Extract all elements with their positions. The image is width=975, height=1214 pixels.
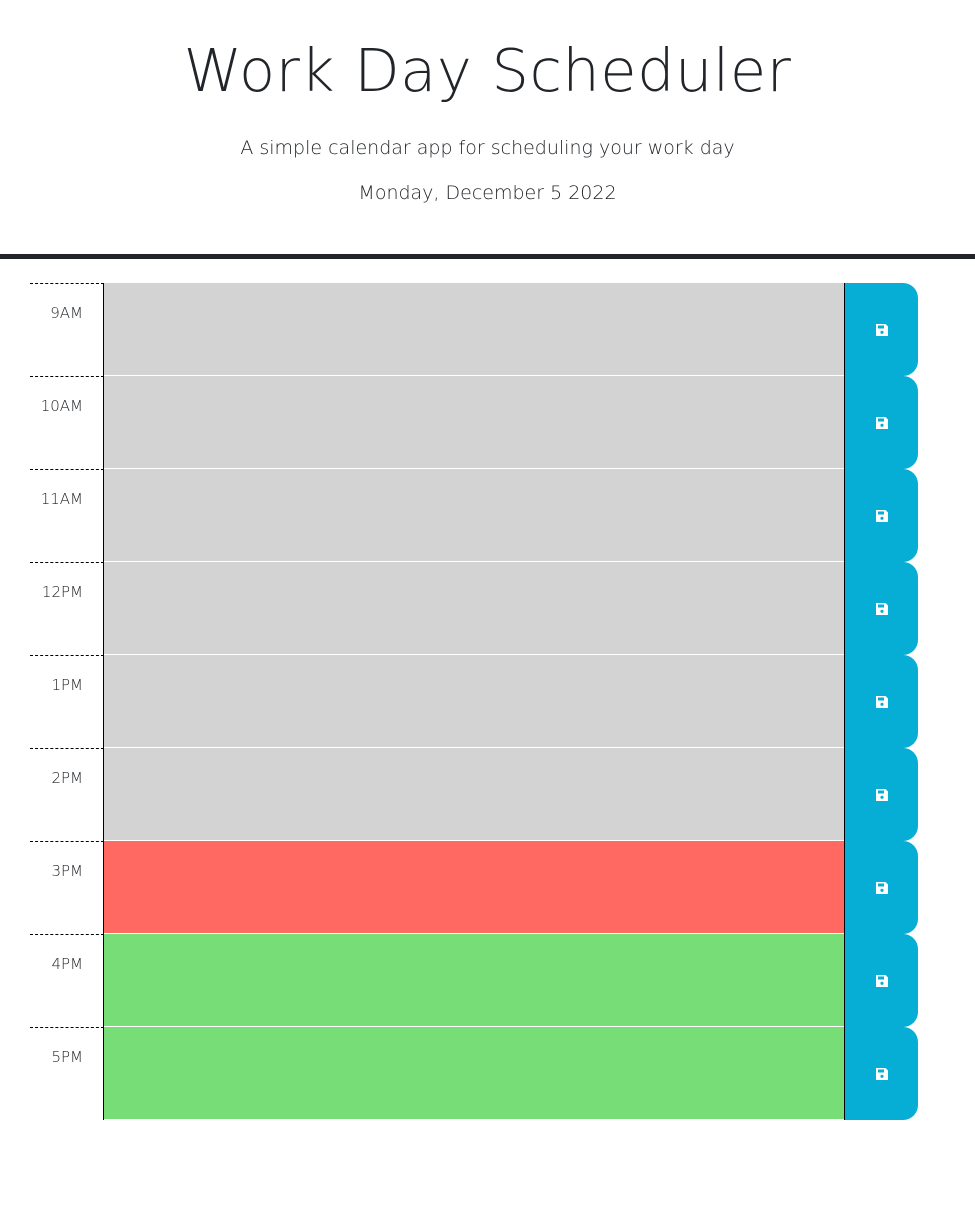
save-icon	[875, 881, 889, 895]
time-block-10am: 10AM	[30, 376, 918, 469]
time-block-5pm: 5PM	[30, 1027, 918, 1120]
event-description-input[interactable]	[104, 562, 844, 655]
hour-label: 5PM	[30, 1027, 104, 1120]
header: Work Day Scheduler A simple calendar app…	[0, 0, 975, 259]
save-icon	[875, 323, 889, 337]
save-button[interactable]	[844, 934, 918, 1027]
event-description-input[interactable]	[104, 376, 844, 469]
save-button[interactable]	[844, 562, 918, 655]
hour-label: 1PM	[30, 655, 104, 748]
page-title: Work Day Scheduler	[183, 36, 792, 105]
hour-label: 9AM	[30, 283, 104, 376]
event-description-input[interactable]	[104, 283, 844, 376]
save-icon	[875, 695, 889, 709]
event-description-input[interactable]	[104, 1027, 844, 1120]
page-subtitle: A simple calendar app for scheduling you…	[240, 137, 735, 159]
save-button[interactable]	[844, 283, 918, 376]
save-button[interactable]	[844, 841, 918, 934]
event-description-input[interactable]	[104, 748, 844, 841]
save-icon	[875, 416, 889, 430]
time-block-9am: 9AM	[30, 283, 918, 376]
save-button[interactable]	[844, 748, 918, 841]
hour-label: 3PM	[30, 841, 104, 934]
time-block-1pm: 1PM	[30, 655, 918, 748]
time-block-12pm: 12PM	[30, 562, 918, 655]
current-day: Monday, December 5 2022	[358, 182, 617, 204]
save-icon	[875, 974, 889, 988]
hour-label: 2PM	[30, 748, 104, 841]
save-button[interactable]	[844, 655, 918, 748]
save-icon	[875, 509, 889, 523]
save-button[interactable]	[844, 469, 918, 562]
event-description-input[interactable]	[104, 934, 844, 1027]
event-description-input[interactable]	[104, 469, 844, 562]
scheduler-container: 9AM 10AM 11AM 12PM	[30, 283, 918, 1120]
event-description-input[interactable]	[104, 841, 844, 934]
time-block-4pm: 4PM	[30, 934, 918, 1027]
time-block-3pm: 3PM	[30, 841, 918, 934]
hour-label: 10AM	[30, 376, 104, 469]
hour-label: 11AM	[30, 469, 104, 562]
time-block-2pm: 2PM	[30, 748, 918, 841]
save-icon	[875, 1067, 889, 1081]
hour-label: 12PM	[30, 562, 104, 655]
hour-label: 4PM	[30, 934, 104, 1027]
save-icon	[875, 788, 889, 802]
save-icon	[875, 602, 889, 616]
time-block-11am: 11AM	[30, 469, 918, 562]
save-button[interactable]	[844, 1027, 918, 1120]
save-button[interactable]	[844, 376, 918, 469]
event-description-input[interactable]	[104, 655, 844, 748]
